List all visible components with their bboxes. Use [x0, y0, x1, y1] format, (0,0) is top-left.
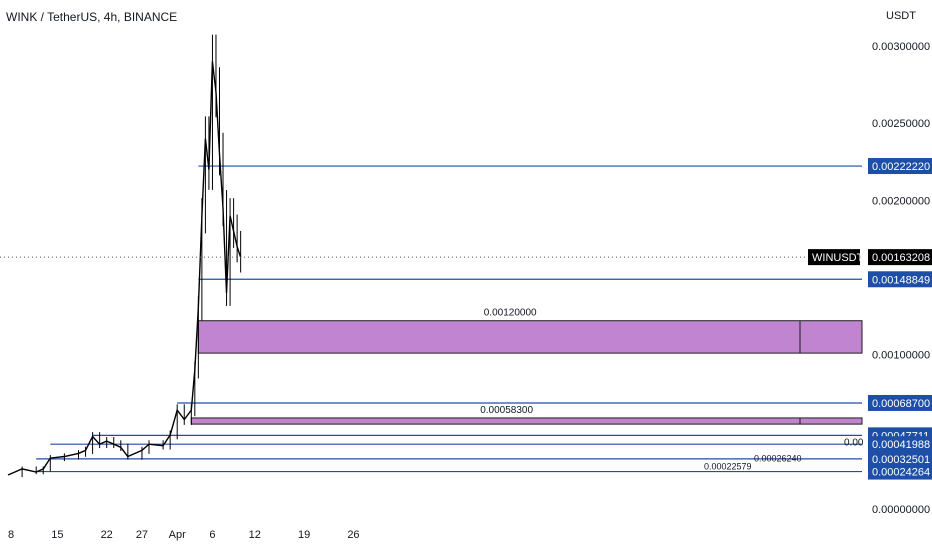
- y-tick-label: 0.00300000: [872, 41, 930, 53]
- price-label-text: 0.00041988: [872, 439, 930, 451]
- price-label-text: 0.00148849: [872, 274, 930, 286]
- price-label-box: [868, 394, 932, 411]
- last-price-text: 0.00163208: [872, 252, 930, 264]
- currency-label: USDT: [886, 10, 916, 22]
- price-label-box: [868, 158, 932, 175]
- price-label-box: [868, 463, 932, 480]
- chart-title: WINK / TetherUS, 4h, BINANCE: [6, 10, 178, 24]
- x-tick-label: 19: [298, 529, 310, 541]
- annotation-text: 0.00022579: [704, 462, 752, 472]
- zone-box: [197, 320, 863, 354]
- symbol-tag-text: WINUSDT: [812, 252, 864, 264]
- x-tick-label: 12: [249, 529, 261, 541]
- price-label-text: 0.00222220: [872, 161, 930, 173]
- x-tick-label: 8: [8, 529, 14, 541]
- price-label-text: 0.00024264: [872, 467, 930, 479]
- x-tick-label: Apr: [169, 529, 186, 541]
- x-tick-label: 15: [51, 529, 63, 541]
- price-label-text: 0.00068700: [872, 398, 930, 410]
- y-tick-label: 0.00250000: [872, 118, 930, 130]
- price-label-box: [868, 436, 932, 453]
- zone-label: 0.00120000: [484, 308, 537, 319]
- zone-label: 0.00058300: [480, 405, 533, 416]
- last-price-box: [868, 249, 932, 266]
- x-tick-label: 26: [347, 529, 359, 541]
- price-label-box: [868, 450, 932, 467]
- y-tick-label: 0.00200000: [872, 195, 930, 207]
- symbol-tag-box: [808, 249, 860, 266]
- x-tick-label: 27: [136, 529, 148, 541]
- price-label-text: 0.00032501: [872, 454, 930, 466]
- zone-box: [190, 417, 863, 425]
- y-tick-label: 0.00100000: [872, 350, 930, 362]
- price-label-box: [868, 271, 932, 288]
- y-tick-label: 0.00000000: [872, 504, 930, 516]
- x-tick-label: 6: [209, 529, 215, 541]
- annotation-text: 0.00: [844, 437, 864, 448]
- x-tick-label: 22: [101, 529, 113, 541]
- annotation-text: 0.00026240: [754, 454, 802, 464]
